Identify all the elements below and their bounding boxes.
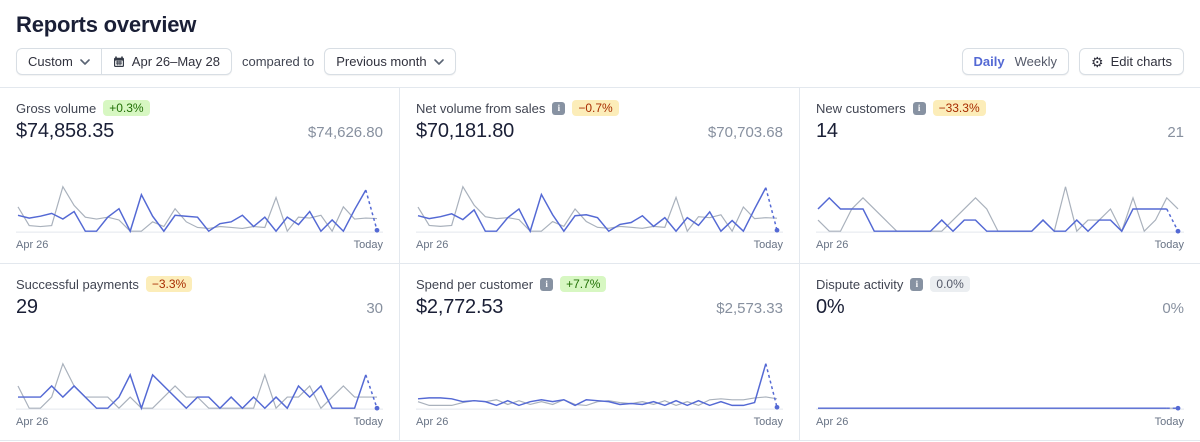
metric-value: $74,858.35 bbox=[16, 120, 115, 142]
metric-card[interactable]: Gross volume +0.3% $74,858.35 $74,626.80… bbox=[0, 88, 400, 264]
metric-title: New customers bbox=[816, 100, 906, 116]
chevron-down-icon bbox=[433, 58, 444, 65]
axis-start-label: Apr 26 bbox=[16, 239, 49, 251]
date-range-label: Apr 26–May 28 bbox=[131, 54, 220, 69]
edit-charts-label: Edit charts bbox=[1110, 54, 1172, 69]
gear-icon: ⚙ bbox=[1091, 53, 1104, 70]
metric-cards-grid: Gross volume +0.3% $74,858.35 $74,626.80… bbox=[0, 87, 1200, 441]
metric-card-header: Net volume from sales i −0.7% bbox=[416, 100, 783, 116]
axis-end-label: Today bbox=[1154, 416, 1184, 428]
chart-axis: Apr 26 Today bbox=[816, 237, 1184, 255]
range-type-label: Custom bbox=[28, 54, 73, 69]
sparkline-svg bbox=[816, 405, 1184, 411]
metric-comparison-value: $2,573.33 bbox=[716, 300, 783, 317]
edit-charts-button[interactable]: ⚙ Edit charts bbox=[1079, 48, 1184, 75]
sparkline-svg bbox=[416, 363, 783, 410]
metric-card-header: Spend per customer i +7.7% bbox=[416, 276, 783, 292]
change-badge: +0.3% bbox=[103, 100, 150, 116]
sparkline-svg bbox=[16, 362, 383, 411]
axis-start-label: Apr 26 bbox=[16, 416, 49, 428]
calendar-icon bbox=[113, 56, 124, 67]
metric-card-header: Gross volume +0.3% bbox=[16, 100, 383, 116]
metric-title: Dispute activity bbox=[816, 276, 904, 292]
change-badge: −0.7% bbox=[572, 100, 619, 116]
change-badge: 0.0% bbox=[930, 276, 970, 292]
change-badge: −33.3% bbox=[932, 100, 986, 116]
metric-comparison-value: $74,626.80 bbox=[307, 124, 383, 141]
axis-end-label: Today bbox=[753, 239, 783, 251]
axis-end-label: Today bbox=[353, 239, 383, 251]
comparison-label: Previous month bbox=[336, 54, 427, 69]
chevron-down-icon bbox=[79, 58, 90, 65]
range-type-button[interactable]: Custom bbox=[17, 49, 101, 74]
page-header: Reports overview bbox=[0, 0, 1200, 38]
metric-card[interactable]: Dispute activity i 0.0% 0% 0% Apr 26 Tod… bbox=[800, 264, 1200, 440]
sparkline-chart[interactable] bbox=[416, 356, 783, 414]
metric-card-header: New customers i −33.3% bbox=[816, 100, 1184, 116]
metric-value: $2,772.53 bbox=[416, 296, 504, 318]
sparkline-svg bbox=[416, 185, 783, 234]
metric-card[interactable]: Successful payments −3.3% 29 30 Apr 26 T… bbox=[0, 264, 400, 440]
chart-axis: Apr 26 Today bbox=[816, 414, 1184, 432]
axis-start-label: Apr 26 bbox=[816, 239, 849, 251]
sparkline-chart[interactable] bbox=[416, 179, 783, 237]
metric-title: Successful payments bbox=[16, 276, 139, 292]
metric-comparison-value: 0% bbox=[1162, 300, 1184, 317]
metric-comparison-value: 21 bbox=[1167, 124, 1184, 141]
change-badge: −3.3% bbox=[145, 276, 193, 292]
info-icon[interactable]: i bbox=[552, 101, 566, 115]
metric-title: Net volume from sales bbox=[416, 100, 546, 116]
axis-start-label: Apr 26 bbox=[416, 239, 449, 251]
metric-values-row: 0% 0% bbox=[816, 296, 1184, 319]
comparison-select[interactable]: Previous month bbox=[324, 48, 456, 75]
axis-start-label: Apr 26 bbox=[816, 416, 849, 428]
metric-comparison-value: 30 bbox=[366, 300, 383, 317]
date-range-control: Custom Apr 26–May 28 bbox=[16, 48, 232, 75]
info-icon[interactable]: i bbox=[540, 277, 554, 291]
metric-title: Gross volume bbox=[16, 100, 97, 116]
sparkline-chart[interactable] bbox=[16, 179, 383, 237]
chart-axis: Apr 26 Today bbox=[416, 237, 783, 255]
axis-start-label: Apr 26 bbox=[416, 416, 449, 428]
chart-axis: Apr 26 Today bbox=[16, 237, 383, 255]
compared-to-label: compared to bbox=[241, 54, 315, 69]
sparkline-svg bbox=[16, 185, 383, 234]
sparkline-svg bbox=[816, 186, 1184, 234]
metric-values-row: $70,181.80 $70,703.68 bbox=[416, 120, 783, 143]
metric-value: $70,181.80 bbox=[416, 120, 515, 142]
metric-card-header: Dispute activity i 0.0% bbox=[816, 276, 1184, 292]
date-range-button[interactable]: Apr 26–May 28 bbox=[100, 49, 231, 74]
metric-card-header: Successful payments −3.3% bbox=[16, 276, 383, 292]
metric-comparison-value: $70,703.68 bbox=[707, 124, 783, 141]
sparkline-chart[interactable] bbox=[816, 356, 1184, 414]
metric-values-row: $2,772.53 $2,573.33 bbox=[416, 296, 783, 319]
granularity-daily[interactable]: Daily bbox=[973, 54, 1005, 69]
chart-axis: Apr 26 Today bbox=[416, 414, 783, 432]
info-icon[interactable]: i bbox=[912, 101, 926, 115]
page-title: Reports overview bbox=[16, 12, 197, 37]
metric-values-row: $74,858.35 $74,626.80 bbox=[16, 120, 383, 143]
axis-end-label: Today bbox=[1154, 239, 1184, 251]
sparkline-chart[interactable] bbox=[16, 356, 383, 414]
chart-axis: Apr 26 Today bbox=[16, 414, 383, 432]
axis-end-label: Today bbox=[353, 416, 383, 428]
metric-values-row: 14 21 bbox=[816, 120, 1184, 143]
metric-card[interactable]: New customers i −33.3% 14 21 Apr 26 Toda… bbox=[800, 88, 1200, 264]
sparkline-chart[interactable] bbox=[816, 179, 1184, 237]
metric-value: 14 bbox=[816, 120, 838, 142]
metric-value: 29 bbox=[16, 296, 38, 318]
metric-card[interactable]: Net volume from sales i −0.7% $70,181.80… bbox=[400, 88, 800, 264]
metric-values-row: 29 30 bbox=[16, 296, 383, 319]
metric-title: Spend per customer bbox=[416, 276, 534, 292]
axis-end-label: Today bbox=[753, 416, 783, 428]
metric-card[interactable]: Spend per customer i +7.7% $2,772.53 $2,… bbox=[400, 264, 800, 440]
granularity-weekly[interactable]: Weekly bbox=[1014, 54, 1058, 69]
change-badge: +7.7% bbox=[560, 276, 607, 292]
toolbar: Custom Apr 26–May 28 compared to Previou… bbox=[0, 38, 1200, 87]
info-icon[interactable]: i bbox=[910, 277, 924, 291]
metric-value: 0% bbox=[816, 296, 845, 318]
granularity-toggle: Daily Weekly bbox=[961, 48, 1070, 75]
